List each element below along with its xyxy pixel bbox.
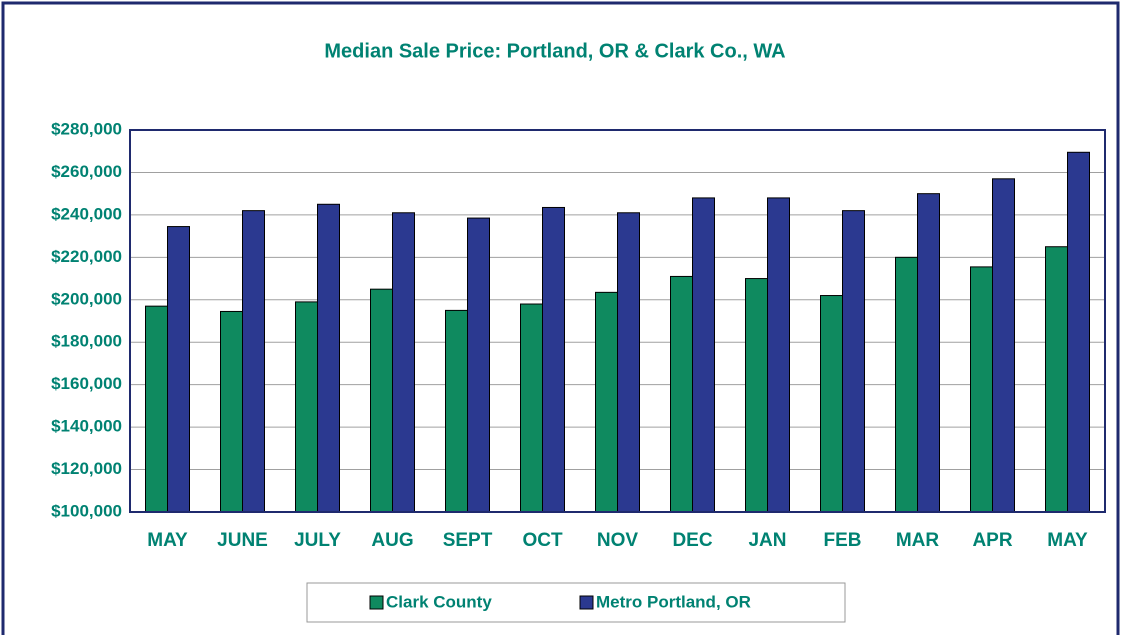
y-tick-label: $100,000 [51,501,122,520]
bar [317,203,340,513]
bar [295,301,318,513]
x-tick-label: JAN [748,530,786,551]
x-tick-label: NOV [597,530,639,551]
bar [767,197,790,513]
y-tick-label: $220,000 [51,247,122,266]
bar [167,226,190,513]
legend-swatch [579,595,594,610]
x-tick-label: JUNE [217,530,268,551]
bar [617,212,640,513]
chart-title: Median Sale Price: Portland, OR & Clark … [324,40,785,62]
x-tick-label: FEB [824,530,862,551]
bar [370,288,393,513]
x-tick-label: APR [972,530,1012,551]
bar [992,178,1015,513]
bar [895,256,918,513]
x-tick-label: JULY [294,530,341,551]
y-tick-label: $260,000 [51,162,122,181]
y-tick-label: $140,000 [51,417,122,436]
x-tick-label: SEPT [443,530,493,551]
bar [242,210,265,513]
plot-border [129,129,1106,513]
bar [1045,246,1068,513]
y-tick-label: $200,000 [51,289,122,308]
bar [542,206,565,513]
legend-label: Clark County [386,592,492,611]
x-tick-label: MAY [147,530,188,551]
y-tick-label: $160,000 [51,374,122,393]
x-tick-label: AUG [371,530,413,551]
bar [670,275,693,513]
bar [917,193,940,513]
y-tick-label: $280,000 [51,119,122,138]
y-tick-label: $180,000 [51,332,122,351]
x-tick-label: MAY [1047,530,1088,551]
y-tick-label: $120,000 [51,459,122,478]
bar [520,303,543,513]
x-tick-label: OCT [522,530,563,551]
bar [392,212,415,513]
bar [467,217,490,513]
x-tick-label: DEC [672,530,712,551]
bar [145,305,168,513]
bar [595,291,618,513]
x-tick-label: MAR [896,530,940,551]
bar [970,266,993,513]
bar [1067,151,1090,513]
legend-swatch [369,595,384,610]
bar [692,197,715,513]
legend-label: Metro Portland, OR [596,592,751,611]
bar [220,310,243,513]
bar [820,295,843,513]
bar [745,278,768,513]
y-tick-label: $240,000 [51,204,122,223]
bar [842,210,865,513]
bar [445,309,468,513]
legend-box [306,582,846,623]
